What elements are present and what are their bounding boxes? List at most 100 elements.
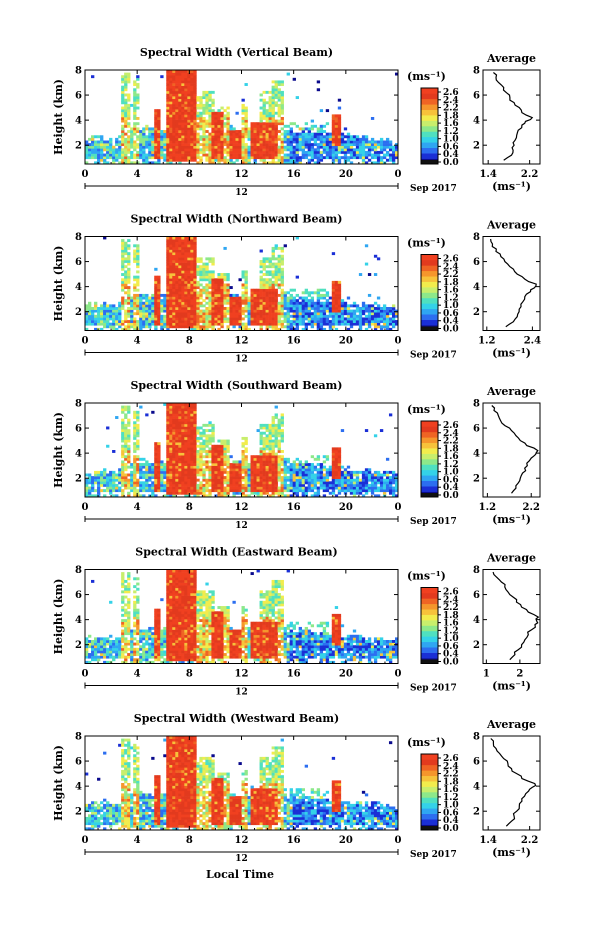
heatmap-cell <box>190 280 194 284</box>
heatmap-cell <box>190 307 194 310</box>
heatmap-cell <box>355 309 360 313</box>
heatmap-cell <box>172 304 176 308</box>
heatmap-cell <box>322 148 327 152</box>
heatmap-cell <box>184 413 188 417</box>
heatmap-cell <box>166 434 170 438</box>
heatmap-cell <box>373 161 378 165</box>
heatmap-cell <box>268 325 272 329</box>
heatmap-cell <box>166 93 170 97</box>
heatmap-cell <box>169 249 173 253</box>
heatmap-cell <box>124 137 128 141</box>
heatmap-cell <box>214 465 218 469</box>
heatmap-cell <box>154 447 158 451</box>
heatmap-cell <box>142 293 146 297</box>
heatmap-cell <box>163 483 167 487</box>
heatmap-cell <box>154 470 158 474</box>
heatmap-cell <box>166 322 170 326</box>
heatmap-cell <box>127 252 131 256</box>
heatmap-cell <box>253 460 257 464</box>
heatmap-cell <box>112 150 116 154</box>
heatmap-cell <box>337 132 342 136</box>
heatmap-cell <box>175 439 179 443</box>
heatmap-cell <box>172 88 176 92</box>
heatmap-cell <box>361 150 366 154</box>
heatmap-cell <box>319 158 324 162</box>
heatmap-cell <box>286 327 290 331</box>
heatmap-cell <box>193 307 197 310</box>
heatmap-cell <box>271 130 275 133</box>
heatmap-cell <box>109 156 113 160</box>
heatmap-cell <box>265 278 269 282</box>
heatmap-cell <box>193 476 197 480</box>
heatmap-cell <box>286 130 290 133</box>
heatmap-cell <box>241 436 245 440</box>
heatmap-cell <box>124 158 128 162</box>
heatmap-cell <box>289 309 293 313</box>
heatmap-cell <box>148 473 152 477</box>
heatmap-cell <box>124 450 128 453</box>
heatmap-cell <box>253 140 257 144</box>
heatmap-cell <box>214 314 218 318</box>
heatmap-cell <box>85 150 89 154</box>
heatmap-cell <box>187 423 191 427</box>
heatmap-cell <box>118 135 122 139</box>
heatmap-cell <box>154 442 158 446</box>
heatmap-cell <box>190 85 194 89</box>
heatmap-cell <box>166 244 170 248</box>
heatmap-cell <box>346 312 351 316</box>
colorbar-tick-label: 1.8 <box>443 111 459 121</box>
heatmap-cell <box>181 260 185 263</box>
heatmap-cell <box>169 236 173 240</box>
heatmap-cell <box>253 296 257 300</box>
heatmap-cell <box>274 83 278 86</box>
heatmap-cell <box>133 127 137 131</box>
heatmap-cell <box>322 135 327 139</box>
avg-y-tick-label: 8 <box>473 232 480 243</box>
heatmap-cell <box>190 135 194 139</box>
heatmap-cell <box>190 491 194 495</box>
heatmap-cell <box>97 317 101 321</box>
heatmap-cell <box>208 476 212 480</box>
heatmap-cell <box>205 119 209 123</box>
panel-title: Spectral Width (Vertical Beam) <box>140 46 333 59</box>
heatmap-cell <box>307 320 312 323</box>
heatmap-cell <box>280 322 284 326</box>
heatmap-cell <box>175 252 179 256</box>
heatmap-cell <box>229 130 233 133</box>
heatmap-cell <box>133 416 137 419</box>
heatmap-cell <box>166 460 170 464</box>
heatmap-cell <box>238 322 242 326</box>
heatmap-cell <box>310 119 315 123</box>
colorbar-tick-label: 1.8 <box>443 278 459 288</box>
heatmap-cell <box>184 320 188 323</box>
heatmap-cell <box>265 442 269 446</box>
heatmap-cell <box>208 103 212 107</box>
heatmap-cell <box>259 127 263 131</box>
heatmap-cell <box>229 301 233 305</box>
heatmap-cell <box>217 299 221 303</box>
heatmap-cell <box>343 140 348 144</box>
heatmap-cell <box>265 317 269 321</box>
heatmap-cell <box>289 304 293 308</box>
heatmap-cell <box>142 148 146 152</box>
heatmap-cell <box>223 463 227 466</box>
heatmap-cell <box>148 463 152 466</box>
heatmap-cell <box>241 301 245 305</box>
heatmap-cell <box>187 137 191 141</box>
heatmap-cell <box>271 246 275 250</box>
heatmap-cell <box>166 85 170 89</box>
heatmap-cell <box>166 283 170 287</box>
heatmap-cell <box>199 457 203 461</box>
heatmap-cell <box>184 403 188 406</box>
heatmap-cell <box>244 291 248 295</box>
heatmap-cell <box>256 122 260 126</box>
heatmap-cell <box>313 124 318 128</box>
heatmap-cell <box>193 137 197 141</box>
heatmap-cell <box>166 153 170 157</box>
heatmap-cell <box>145 320 149 323</box>
heatmap-cell <box>151 489 155 493</box>
heatmap-cell <box>316 137 321 141</box>
heatmap-cell <box>175 101 179 105</box>
heatmap-cell <box>193 96 197 100</box>
heatmap-cell <box>298 314 302 318</box>
